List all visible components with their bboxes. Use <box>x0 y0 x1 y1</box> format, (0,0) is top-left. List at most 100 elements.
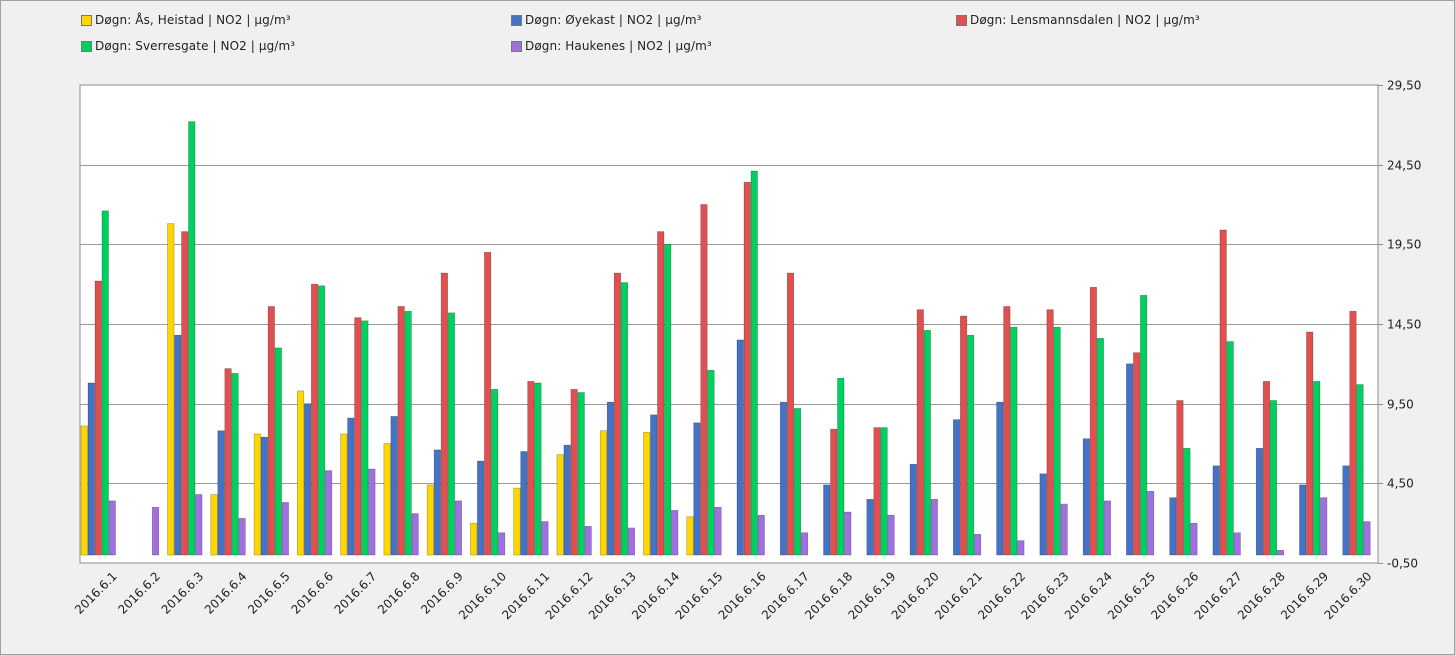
legend-label: Døgn: Lensmannsdalen | NO2 | µg/m³ <box>970 13 1200 27</box>
bar <box>736 339 744 556</box>
bar <box>1096 338 1104 556</box>
bar <box>1306 331 1314 556</box>
bar <box>267 306 275 556</box>
bar <box>101 210 109 556</box>
bar <box>108 500 116 556</box>
bar <box>671 510 679 556</box>
bar <box>866 498 874 556</box>
bar <box>1183 447 1191 556</box>
bar <box>700 204 708 556</box>
bar <box>693 422 701 556</box>
y-tick-label: -0,50 <box>1387 557 1418 571</box>
bar <box>1039 473 1047 556</box>
bar <box>1212 465 1220 556</box>
bar <box>800 532 809 556</box>
bar <box>1320 497 1328 556</box>
bar <box>281 502 289 556</box>
bar <box>325 470 333 556</box>
bar <box>606 401 615 556</box>
bar <box>996 401 1004 556</box>
bar <box>750 170 758 556</box>
bar <box>1299 484 1307 556</box>
legend-swatch <box>81 40 92 52</box>
bar <box>297 390 305 556</box>
bar <box>1017 540 1025 556</box>
legend-swatch <box>81 14 92 26</box>
bar <box>1219 229 1227 556</box>
bar <box>80 425 88 556</box>
bar <box>830 428 838 556</box>
bar <box>491 389 499 556</box>
bar <box>181 231 189 556</box>
y-tick-label: 24,50 <box>1387 159 1421 173</box>
bar <box>916 309 924 556</box>
bar <box>757 514 765 556</box>
bar <box>520 451 528 556</box>
x-tick-label: 2016.6.3 <box>159 569 207 617</box>
bar <box>686 516 694 556</box>
bar <box>1147 490 1155 556</box>
bar <box>527 381 535 556</box>
bar <box>1089 287 1097 556</box>
bar <box>411 513 419 556</box>
bar <box>1176 400 1184 556</box>
bar <box>930 498 938 556</box>
legend-swatch <box>956 14 967 26</box>
bar <box>477 460 485 556</box>
bar <box>1053 326 1061 556</box>
bar <box>340 433 348 556</box>
bar <box>1255 447 1263 556</box>
bar <box>1133 352 1141 556</box>
chart-legend: Døgn: Ås, Heistad | NO2 | µg/m³ Døgn: Øye… <box>81 10 1381 70</box>
bar <box>1356 384 1364 556</box>
bar <box>534 382 542 556</box>
y-tick-label: 19,50 <box>1387 238 1421 252</box>
bar <box>498 532 506 556</box>
bar <box>743 181 751 556</box>
bar <box>1140 295 1148 556</box>
bar <box>426 484 434 556</box>
bar <box>484 252 492 556</box>
bar <box>361 320 369 556</box>
bar <box>1262 381 1270 556</box>
bar <box>577 392 585 556</box>
bar <box>599 430 608 556</box>
legend-swatch <box>511 14 522 26</box>
bar <box>880 427 888 556</box>
bar <box>620 282 629 556</box>
bar <box>1233 532 1241 556</box>
bar <box>650 414 658 556</box>
bar <box>664 244 672 556</box>
bar <box>570 389 578 556</box>
x-tick-label: 2016.6.5 <box>245 569 293 617</box>
bar <box>470 522 478 556</box>
x-tick-label: 2016.6.6 <box>288 569 336 617</box>
bar <box>613 272 622 556</box>
bar <box>454 500 462 556</box>
bar <box>195 494 203 556</box>
bar <box>967 334 975 556</box>
bar <box>837 377 845 556</box>
x-tick-label: 2016.6.8 <box>375 569 423 617</box>
legend-item: Døgn: Haukenes | NO2 | µg/m³ <box>511 36 712 56</box>
x-tick-label: 2016.6.4 <box>202 569 250 617</box>
bar <box>844 511 852 556</box>
bar <box>707 369 715 556</box>
bar <box>368 468 376 556</box>
bar <box>1010 326 1018 556</box>
legend-label: Døgn: Ås, Heistad | NO2 | µg/m³ <box>95 13 291 27</box>
bar <box>347 417 355 556</box>
bar <box>953 419 961 556</box>
bar <box>1060 503 1068 556</box>
bar <box>217 430 225 556</box>
bar <box>584 526 592 556</box>
bar <box>1169 497 1177 556</box>
bar <box>974 534 982 556</box>
x-tick-label: 2016.6.7 <box>332 569 380 617</box>
legend-swatch <box>511 40 522 52</box>
legend-item: Døgn: Lensmannsdalen | NO2 | µg/m³ <box>956 10 1200 30</box>
bar <box>224 368 232 556</box>
bar <box>167 223 175 556</box>
bar <box>188 121 196 556</box>
x-tick-label: 2016.6.2 <box>115 569 163 617</box>
